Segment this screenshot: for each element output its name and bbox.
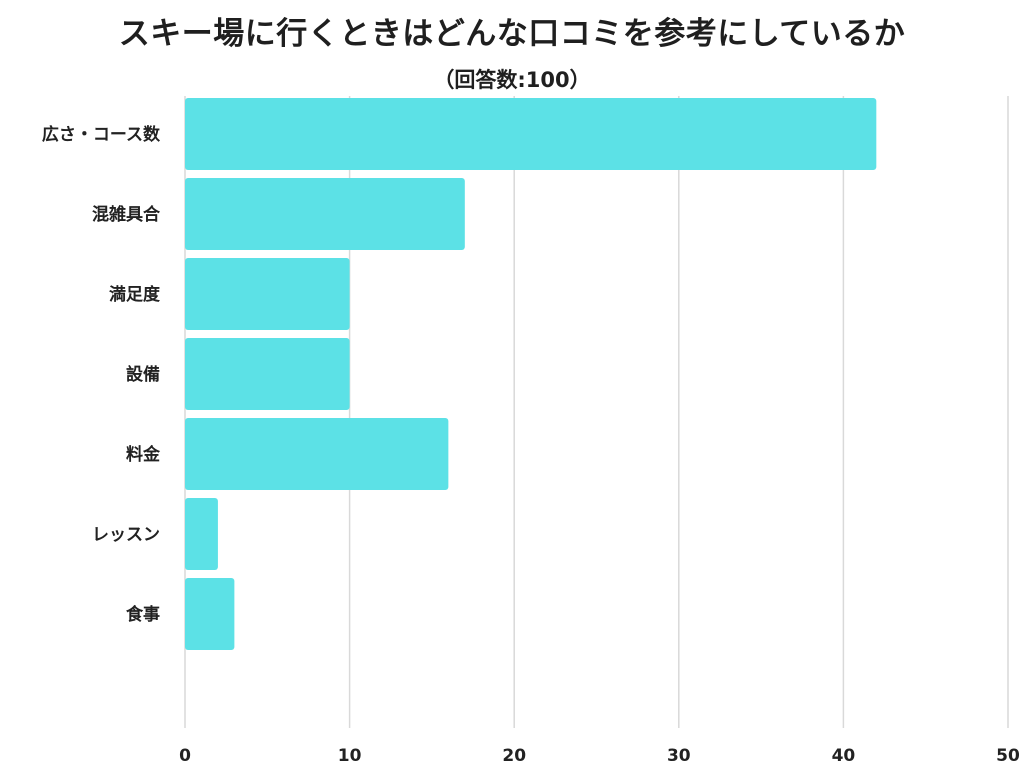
category-label: レッスン bbox=[92, 525, 160, 545]
bar bbox=[185, 338, 350, 410]
x-tick-label: 50 bbox=[996, 746, 1020, 766]
bar bbox=[185, 418, 449, 490]
category-label: 料金 bbox=[126, 444, 161, 465]
bars bbox=[185, 98, 877, 650]
bar bbox=[185, 498, 218, 570]
chart-title: スキー場に行くときはどんな口コミを参考にしているか bbox=[118, 16, 906, 52]
bar bbox=[185, 98, 877, 170]
category-label: 満足度 bbox=[109, 284, 161, 305]
x-axis-ticks: 0 10 20 30 40 50 bbox=[179, 746, 1020, 766]
category-label: 設備 bbox=[126, 364, 160, 385]
x-tick-label: 30 bbox=[667, 746, 691, 766]
category-label: 広さ・コース数 bbox=[42, 124, 161, 145]
x-tick-label: 40 bbox=[832, 746, 856, 766]
chart-subtitle: （回答数:100） bbox=[433, 68, 591, 92]
bar bbox=[185, 578, 235, 650]
x-tick-label: 0 bbox=[179, 746, 191, 766]
x-tick-label: 10 bbox=[338, 746, 362, 766]
x-tick-label: 20 bbox=[502, 746, 526, 766]
bar bbox=[185, 178, 465, 250]
category-label: 食事 bbox=[126, 604, 160, 625]
bar bbox=[185, 258, 350, 330]
category-label: 混雑具合 bbox=[92, 204, 161, 225]
